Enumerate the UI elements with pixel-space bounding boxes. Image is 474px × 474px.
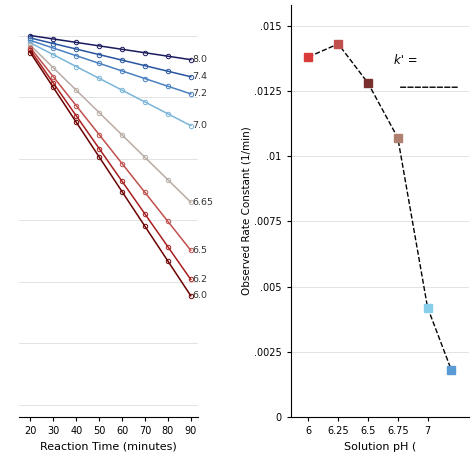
Text: 6.5: 6.5 <box>192 246 208 255</box>
Text: 7.2: 7.2 <box>192 90 208 99</box>
Y-axis label: Observed Rate Constant (1/min): Observed Rate Constant (1/min) <box>241 127 251 295</box>
Text: k' =: k' = <box>394 54 421 67</box>
Text: 6.2: 6.2 <box>192 275 208 284</box>
Text: 7.4: 7.4 <box>192 72 208 81</box>
Text: 6.0: 6.0 <box>192 291 208 300</box>
X-axis label: Reaction Time (minutes): Reaction Time (minutes) <box>40 442 177 452</box>
Text: 6.65: 6.65 <box>192 198 214 207</box>
Text: 7.0: 7.0 <box>192 121 208 130</box>
X-axis label: Solution pH (: Solution pH ( <box>344 442 416 452</box>
Text: 8.0: 8.0 <box>192 55 208 64</box>
